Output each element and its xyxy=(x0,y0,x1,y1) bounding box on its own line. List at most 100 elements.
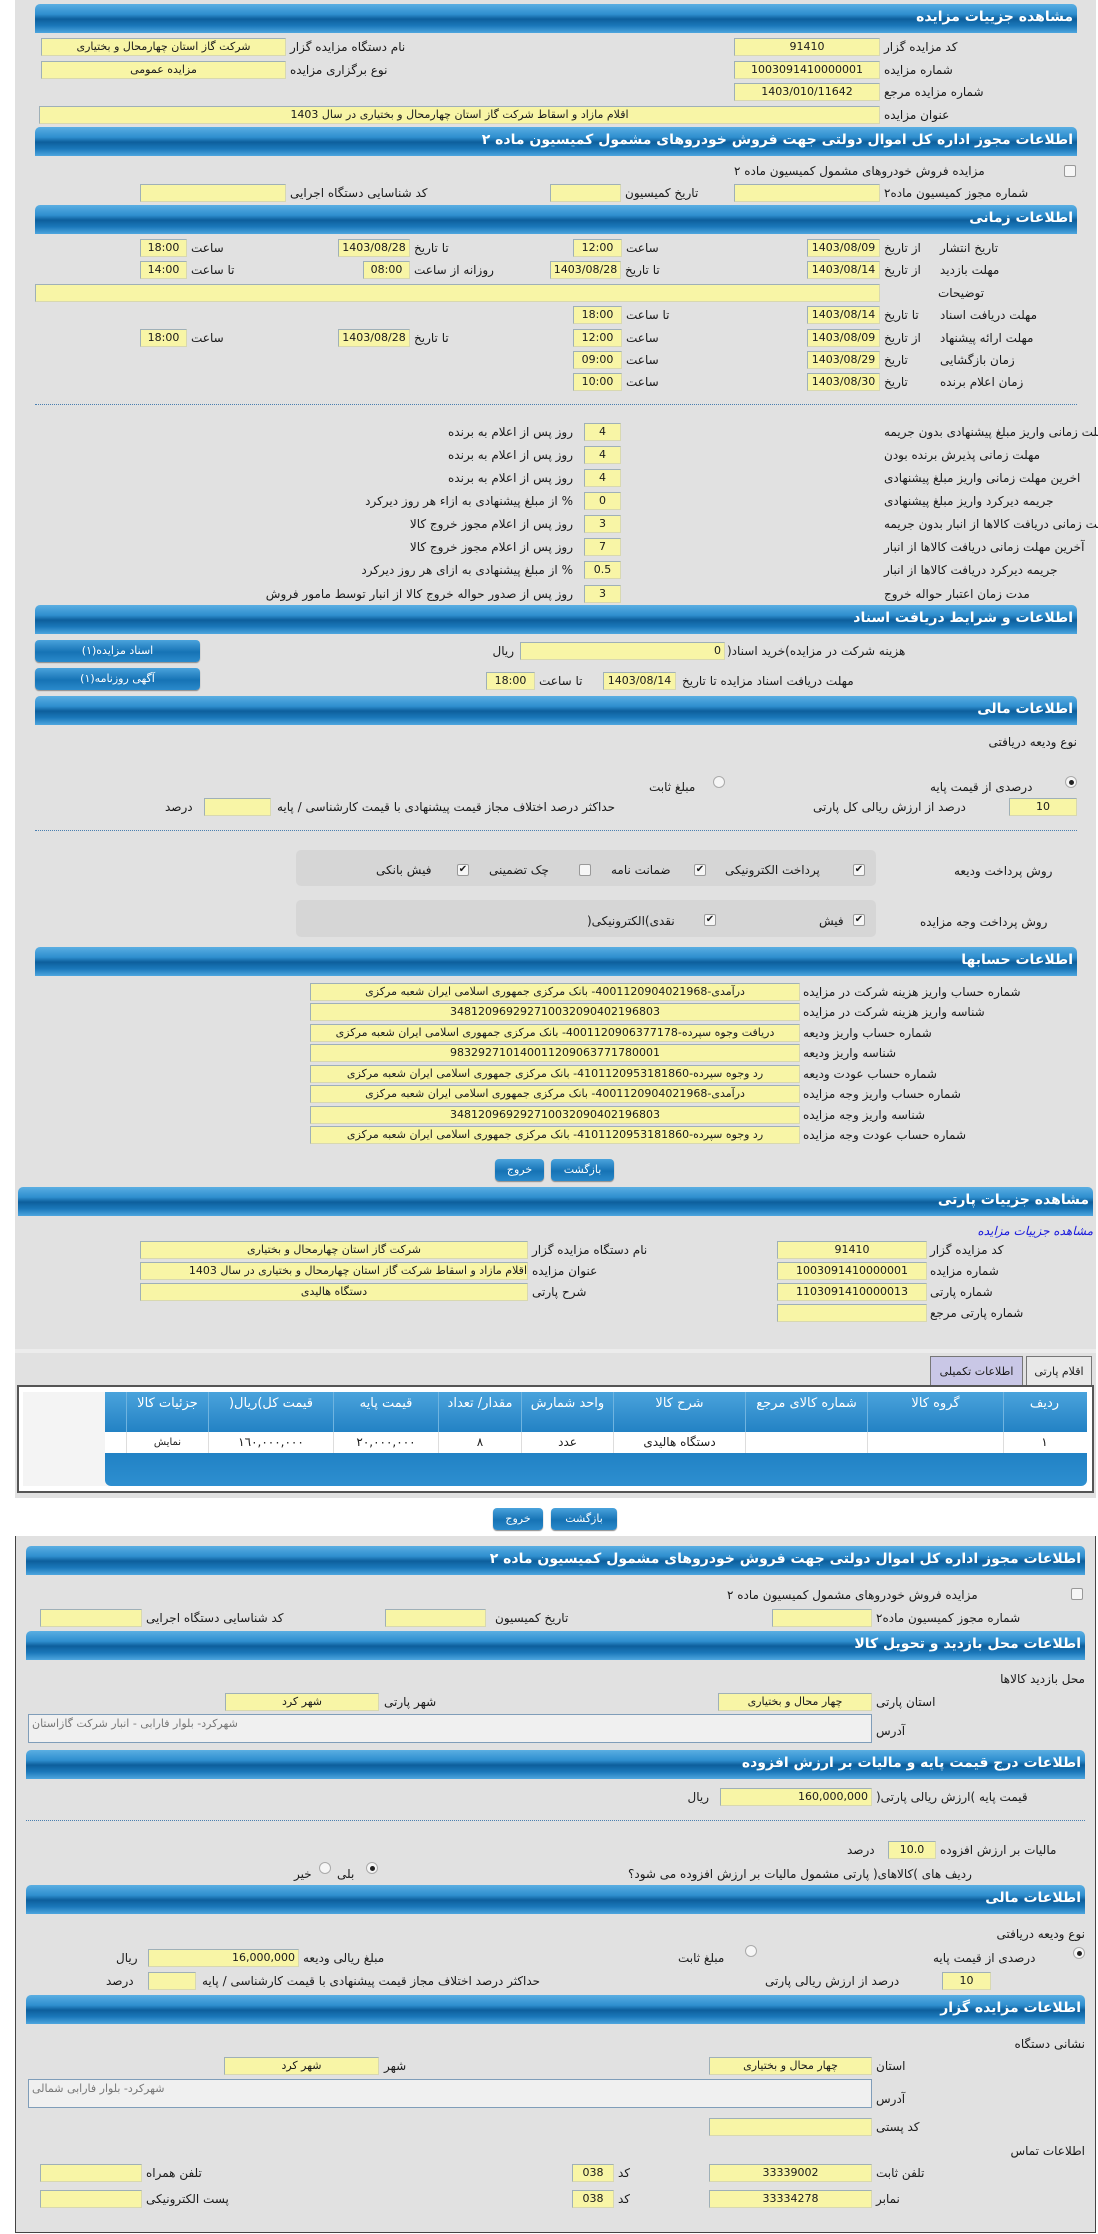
lot-exec-code-field[interactable] xyxy=(40,1609,142,1627)
lot-percent-field[interactable]: 10 xyxy=(942,1972,991,1990)
vat-field[interactable]: 10.0 xyxy=(888,1841,936,1859)
deposit-method-checkbox[interactable]: ✔ xyxy=(694,864,706,876)
base-price-field[interactable]: 160,000,000 xyxy=(720,1788,872,1806)
phone-code-field[interactable]: 038 xyxy=(572,2164,614,2182)
exec-code-field[interactable] xyxy=(140,184,286,202)
offer-time2[interactable]: 18:00 xyxy=(140,329,187,347)
publish-time2[interactable]: 18:00 xyxy=(140,239,187,257)
account-field[interactable]: درآمدی-4001120904021968- بانک مرکزی جمهو… xyxy=(310,983,800,1001)
auction-details-link[interactable]: مشاهده جزییات مزایده xyxy=(977,1224,1093,1238)
organizer-code-field[interactable]: 91410 xyxy=(734,38,880,56)
lot-description[interactable]: دستگاه هالیدی xyxy=(140,1283,528,1301)
rule-value-field[interactable]: 4 xyxy=(584,446,621,464)
account-field[interactable]: 983292710140011209063771780001 xyxy=(310,1044,800,1062)
postal-code-field[interactable] xyxy=(709,2118,872,2136)
lot-permit-number-field[interactable] xyxy=(772,1609,872,1627)
fax-field[interactable]: 33334278 xyxy=(709,2190,872,2208)
lot-auction-title[interactable]: اقلام مازاد و اسقاط شرکت گاز استان چهارم… xyxy=(140,1262,528,1280)
winner-time[interactable]: 10:00 xyxy=(573,373,622,391)
org-city-field[interactable]: شهر کرد xyxy=(224,2057,379,2075)
phone-field[interactable]: 33339002 xyxy=(709,2164,872,2182)
rule-value-field[interactable]: 3 xyxy=(584,585,621,603)
max-diff-field[interactable] xyxy=(204,798,271,816)
lot-ref[interactable] xyxy=(777,1304,927,1322)
rule-value-field[interactable]: 7 xyxy=(584,538,621,556)
lot-address-field[interactable]: شهرکرد- بلوار فارابی - انبار شرکت گازاست… xyxy=(28,1714,872,1743)
account-field[interactable]: دریافت وجوه سپرده-4001120906377178- بانک… xyxy=(310,1024,800,1042)
vat-no-radio[interactable] xyxy=(319,1862,331,1874)
lot-max-diff-field[interactable] xyxy=(148,1972,196,1990)
doc-deadline-date[interactable]: 1403/08/14 xyxy=(603,672,676,690)
permit-number-field[interactable] xyxy=(734,184,880,202)
auction-type-field[interactable]: مزایده عمومی xyxy=(41,61,286,79)
fee-field[interactable]: 0 xyxy=(520,642,725,660)
lot-org-name[interactable]: شرکت گاز استان چهارمحال و بختیاری xyxy=(140,1241,528,1259)
rule-value-field[interactable]: 4 xyxy=(584,469,621,487)
auction-number-field[interactable]: 1003091410000001 xyxy=(734,61,880,79)
lot-province-field[interactable]: چهار محال و بختیاری xyxy=(718,1693,872,1711)
visit-daily-from[interactable]: 08:00 xyxy=(363,261,410,279)
email-field[interactable] xyxy=(40,2190,142,2208)
back-button[interactable]: بازگشت xyxy=(551,1159,614,1181)
vat-yes-radio[interactable] xyxy=(366,1862,378,1874)
commission-date-field[interactable] xyxy=(550,184,621,202)
visit-daily-to[interactable]: 14:00 xyxy=(140,261,187,279)
rule-value-field[interactable]: 3 xyxy=(584,515,621,533)
payment-method-checkbox[interactable]: ✔ xyxy=(704,914,716,926)
rule-value-field[interactable]: 0 xyxy=(584,492,621,510)
lot-city-field[interactable]: شهر کرد xyxy=(225,1693,379,1711)
lot-organizer-code[interactable]: 91410 xyxy=(777,1241,927,1259)
publish-from-date[interactable]: 1403/08/09 xyxy=(807,239,880,257)
publish-to-date[interactable]: 1403/08/28 xyxy=(338,239,410,257)
docs-date[interactable]: 1403/08/14 xyxy=(807,306,880,324)
tab-lot-items[interactable]: اقلام پارتی xyxy=(1026,1356,1092,1385)
tab-extra-info[interactable]: اطلاعات تکمیلی xyxy=(930,1356,1023,1385)
notes-field[interactable] xyxy=(35,284,880,302)
lot-percent-radio[interactable] xyxy=(1073,1947,1085,1959)
opening-time[interactable]: 09:00 xyxy=(573,351,622,369)
doc-deadline-time[interactable]: 18:00 xyxy=(486,672,535,690)
opening-date[interactable]: 1403/08/29 xyxy=(807,351,880,369)
percent-radio[interactable] xyxy=(1065,776,1077,788)
lot-number[interactable]: 1103091410000013 xyxy=(777,1283,927,1301)
exit-button[interactable]: خروج xyxy=(495,1159,544,1181)
visit-to-date[interactable]: 1403/08/28 xyxy=(550,261,621,279)
mobile-field[interactable] xyxy=(40,2164,142,2182)
visit-from-date[interactable]: 1403/08/14 xyxy=(807,261,880,279)
exit-button[interactable]: خروج xyxy=(493,1508,543,1530)
offer-time[interactable]: 12:00 xyxy=(573,329,622,347)
rule-value-field[interactable]: 4 xyxy=(584,423,621,441)
docs-time[interactable]: 18:00 xyxy=(573,306,622,324)
deposit-amount-field[interactable]: 16,000,000 xyxy=(148,1949,299,1967)
auction-ref-field[interactable]: 1403/010/11642 xyxy=(734,83,880,101)
account-field[interactable]: رد وجوه سپرده-4101120953181860- بانک مرک… xyxy=(310,1065,800,1083)
lot-auction-number[interactable]: 1003091410000001 xyxy=(777,1262,927,1280)
deposit-method-checkbox[interactable]: ✔ xyxy=(853,864,865,876)
winner-date[interactable]: 1403/08/30 xyxy=(807,373,880,391)
org-address-field[interactable]: شهرکرد- بلوار فارابی شمالی xyxy=(28,2079,872,2108)
offer-to-date[interactable]: 1403/08/28 xyxy=(338,329,410,347)
deposit-method-checkbox[interactable]: ✔ xyxy=(457,864,469,876)
show-details-button[interactable]: نمایش xyxy=(126,1432,208,1453)
org-province-field[interactable]: چهار محال و بختیاری xyxy=(709,2057,872,2075)
account-field[interactable]: 348120969292710032090402196803 xyxy=(310,1003,800,1021)
auction-title-field[interactable]: اقلام مازاد و اسقاط شرکت گاز استان چهارم… xyxy=(39,106,880,124)
fax-code-field[interactable]: 038 xyxy=(572,2190,614,2208)
lot-vehicle-sale-checkbox[interactable] xyxy=(1071,1588,1083,1600)
vehicle-sale-checkbox[interactable] xyxy=(1064,165,1076,177)
account-field[interactable]: 348120969292710032090402196803 xyxy=(310,1106,800,1124)
account-field[interactable]: رد وجوه سپرده-4101120953181860- بانک مرک… xyxy=(310,1126,800,1144)
offer-from-date[interactable]: 1403/08/09 xyxy=(807,329,880,347)
payment-method-checkbox[interactable]: ✔ xyxy=(853,914,865,926)
deposit-method-checkbox[interactable] xyxy=(579,864,591,876)
fixed-radio[interactable] xyxy=(713,776,725,788)
lot-commission-date-field[interactable] xyxy=(385,1609,486,1627)
lot-fixed-radio[interactable] xyxy=(745,1945,757,1957)
newspaper-ad-button[interactable]: آگهی روزنامه(۱) xyxy=(35,668,200,690)
back-button[interactable]: بازگشت xyxy=(551,1508,617,1530)
org-name-field[interactable]: شرکت گاز استان چهارمحال و بختیاری xyxy=(41,38,286,56)
auction-documents-button[interactable]: اسناد مزایده(۱) xyxy=(35,640,200,662)
rule-value-field[interactable]: 0.5 xyxy=(584,561,621,579)
percent-field[interactable]: 10 xyxy=(1009,798,1077,816)
publish-time[interactable]: 12:00 xyxy=(573,239,622,257)
